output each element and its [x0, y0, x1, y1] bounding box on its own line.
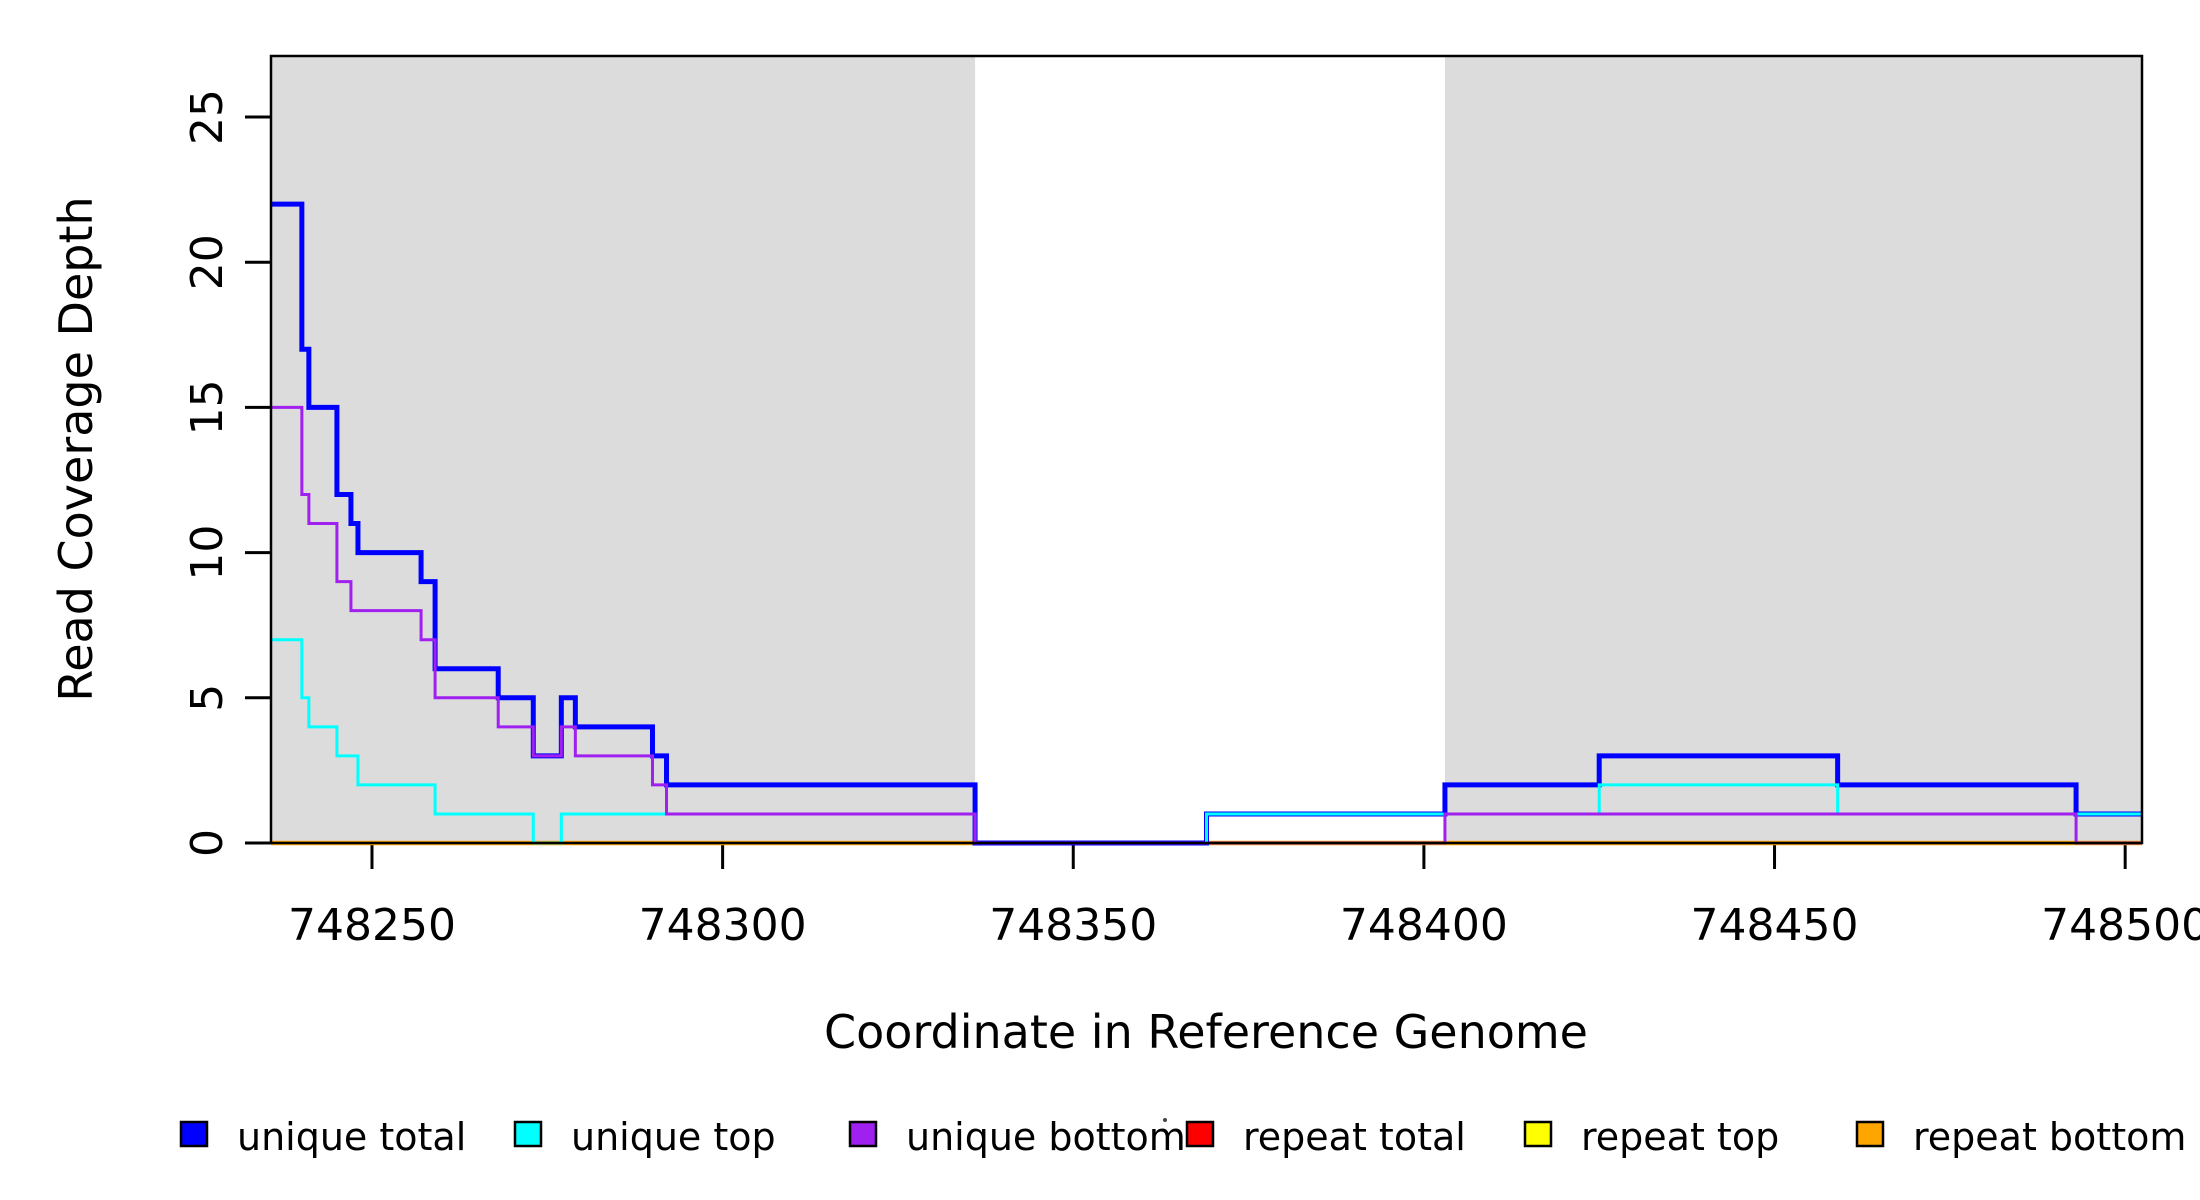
series-unique-top: [271, 638, 2142, 845]
legend-label: repeat total: [1243, 1115, 1466, 1159]
legend-label: repeat top: [1581, 1115, 1779, 1159]
x-tick-label: 748450: [1691, 900, 1859, 951]
legend-label: repeat bottom: [1913, 1115, 2186, 1159]
legend-swatch: [1185, 1120, 1215, 1148]
shaded-regions: [271, 56, 2142, 843]
x-tick-label: 748400: [1340, 900, 1508, 951]
shaded-region: [1444, 56, 2142, 843]
legend-label: unique total: [237, 1115, 466, 1159]
y-tick-label: 0: [182, 829, 233, 857]
legend-swatch: [179, 1120, 209, 1148]
legend-swatch: [848, 1120, 878, 1148]
axis-ticks: [245, 115, 2127, 869]
y-tick-label: 25: [182, 89, 233, 145]
legend-item-unique-bottom: unique bottom: [848, 1115, 1186, 1159]
legend: unique total unique top unique bottom repea…: [179, 1115, 2186, 1159]
series-unique-bottom: [271, 405, 2142, 845]
legend-swatch: [1855, 1120, 1885, 1148]
x-tick-label: 748300: [639, 900, 807, 951]
legend-swatch: [1523, 1120, 1553, 1148]
legend-item-repeat-top: repeat top: [1523, 1115, 1779, 1159]
x-axis-title: Coordinate in Reference Genome: [824, 1005, 1588, 1059]
plot-box: [269, 54, 2144, 845]
x-tick-label: 748250: [288, 900, 456, 951]
legend-swatch: [513, 1120, 543, 1148]
y-tick-label: 15: [182, 379, 233, 435]
legend-item-unique-total: unique total: [179, 1115, 466, 1159]
legend-item-repeat-bottom: repeat bottom: [1855, 1115, 2186, 1159]
x-tick-label: 748350: [989, 900, 1157, 951]
tick-labels: 748250 748300 748350 748400 748450 748500 0 5 10…: [182, 89, 2200, 951]
y-tick-label: 10: [182, 525, 233, 581]
plot-border: [269, 54, 2144, 845]
shaded-region: [271, 56, 976, 843]
stray-dot: [1163, 1118, 1167, 1122]
legend-item-repeat-total: repeat total: [1185, 1115, 1466, 1159]
x-tick-label: 748500: [2041, 900, 2200, 951]
y-tick-label: 5: [182, 684, 233, 712]
legend-item-unique-top: unique top: [513, 1115, 776, 1159]
y-axis-title: Read Coverage Depth: [49, 196, 103, 701]
legend-label: unique top: [571, 1115, 776, 1159]
y-tick-label: 20: [182, 234, 233, 290]
legend-label: unique bottom: [906, 1115, 1186, 1159]
